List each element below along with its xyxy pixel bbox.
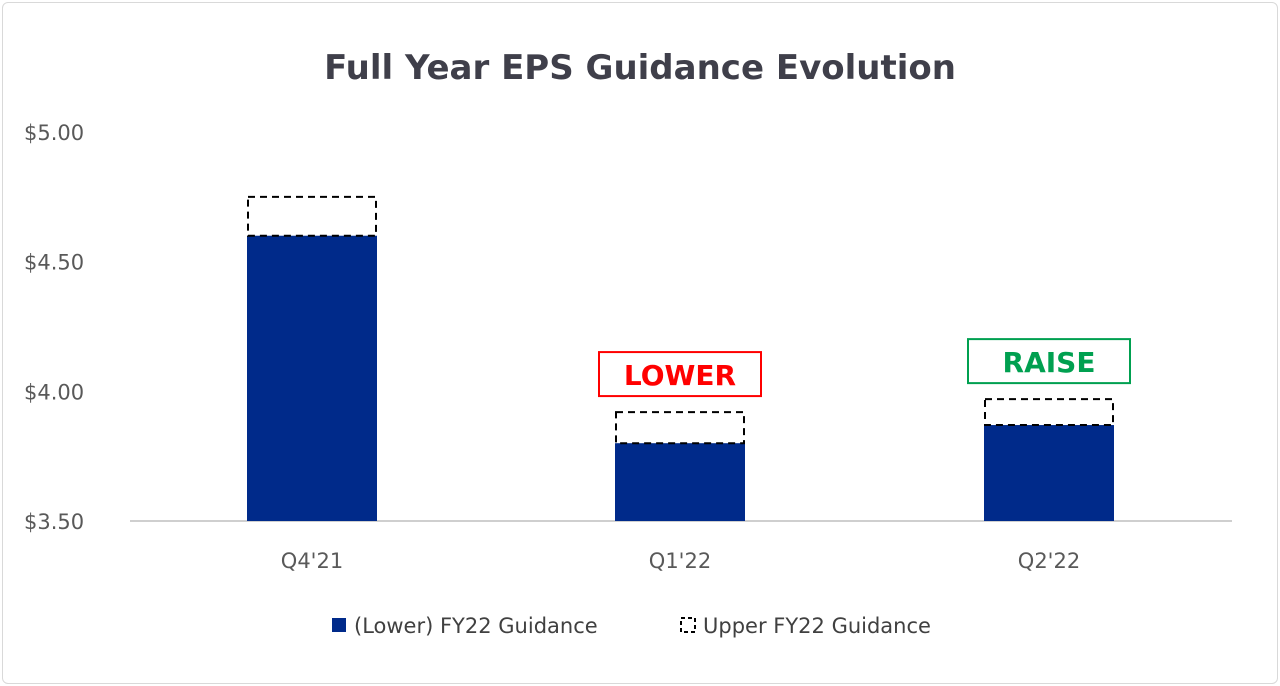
y-tick-label: $4.50	[24, 251, 84, 275]
chart-title: Full Year EPS Guidance Evolution	[324, 48, 956, 88]
x-tick-label: Q2'22	[1018, 549, 1080, 573]
y-tick-label: $4.00	[24, 380, 84, 404]
y-tick-label: $5.00	[24, 121, 84, 145]
bar-upper-guidance	[247, 195, 377, 237]
legend-label-upper: Upper FY22 Guidance	[703, 614, 931, 638]
bar-lower-guidance	[247, 235, 377, 521]
bar-upper-guidance	[984, 398, 1114, 427]
x-tick-label: Q4'21	[281, 549, 343, 573]
bar-lower-guidance	[615, 443, 745, 521]
annotation-box	[967, 338, 1131, 385]
legend-label-lower: (Lower) FY22 Guidance	[354, 614, 598, 638]
legend-swatch-lower	[332, 618, 346, 632]
x-tick-label: Q1'22	[649, 549, 711, 573]
annotation-box	[598, 351, 762, 398]
y-tick-label: $3.50	[24, 510, 84, 534]
bar-lower-guidance	[984, 425, 1114, 521]
bar-upper-guidance	[615, 411, 745, 445]
legend: (Lower) FY22 Guidance Upper FY22 Guidanc…	[332, 614, 931, 638]
legend-swatch-upper	[680, 617, 696, 633]
annotation-label: RAISE	[1003, 346, 1096, 379]
annotation-label: LOWER	[624, 359, 736, 392]
